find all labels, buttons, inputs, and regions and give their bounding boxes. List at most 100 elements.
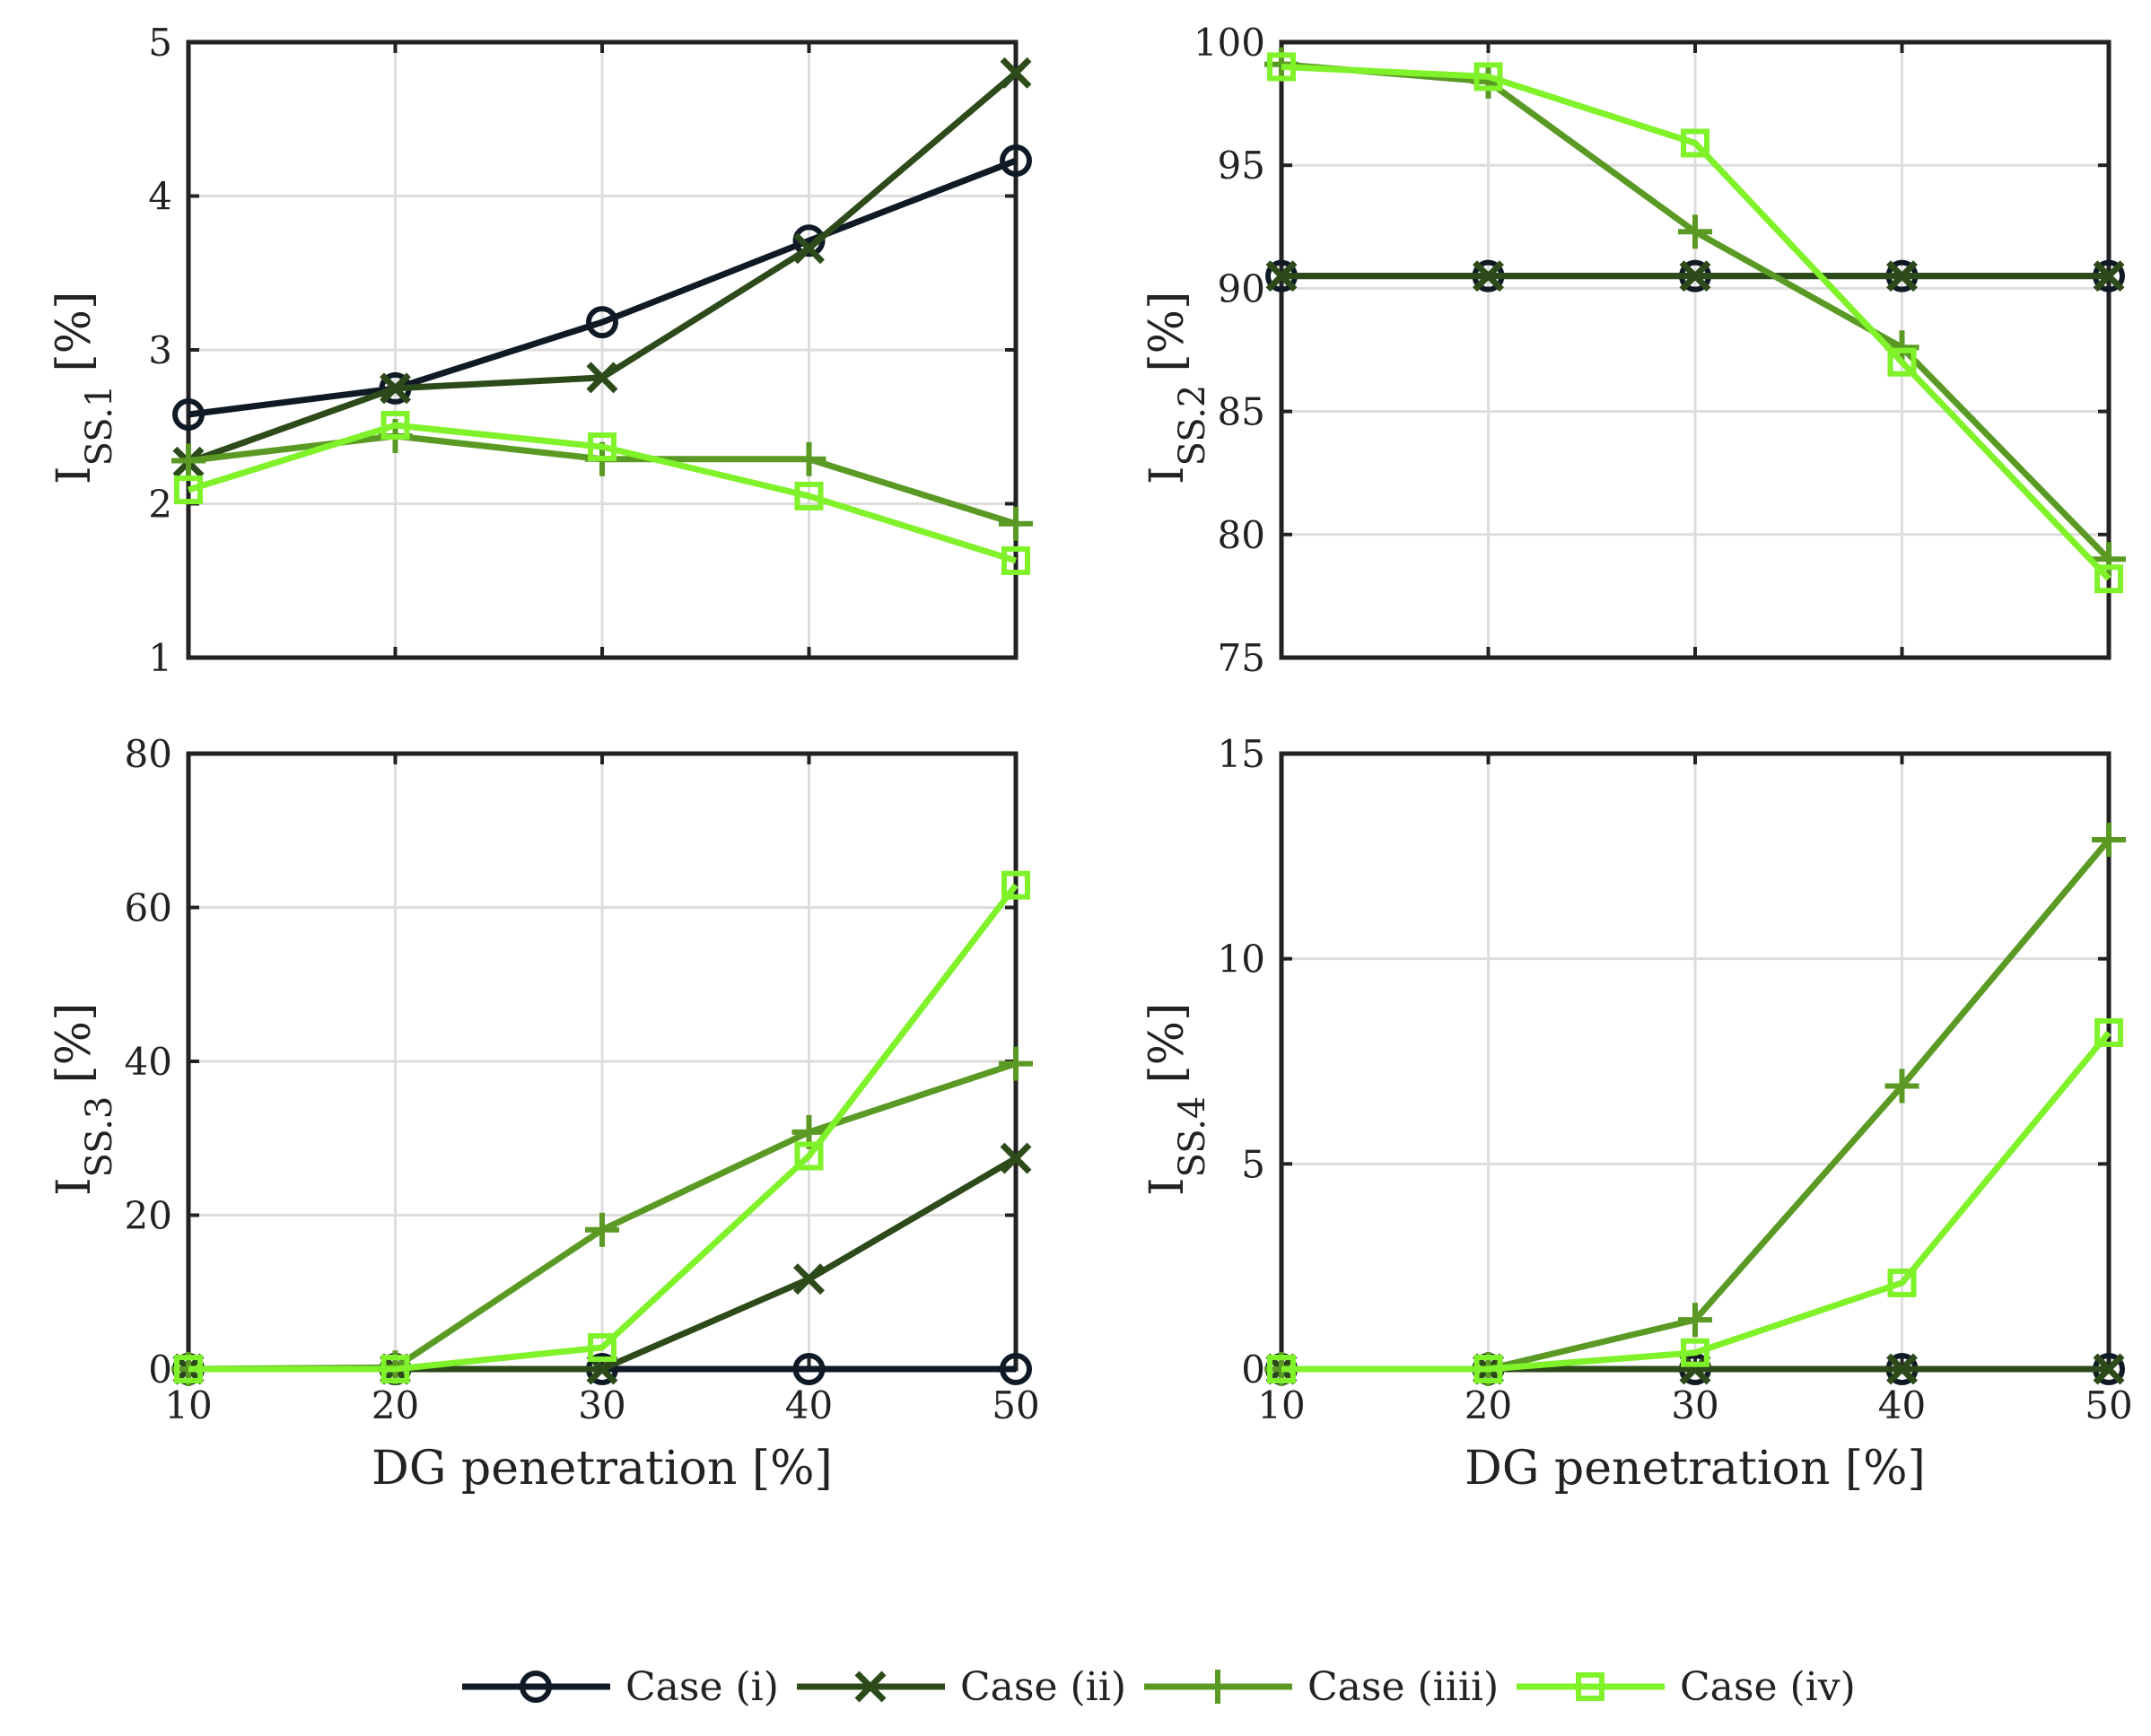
y-axis-label-subscript: SS.1 bbox=[79, 385, 120, 467]
data-point bbox=[1000, 144, 1032, 178]
data-point bbox=[1887, 1268, 1917, 1297]
data-point bbox=[1000, 1142, 1032, 1174]
series-line bbox=[1281, 63, 2112, 581]
x-tick-label: 30 bbox=[1671, 1383, 1718, 1427]
y-axis-label-main: I bbox=[1141, 1177, 1194, 1196]
y-axis-label: ISS.3 [%] bbox=[48, 1003, 120, 1196]
data-point bbox=[999, 1046, 1033, 1081]
x-tick-label: 10 bbox=[1257, 1383, 1305, 1427]
series-1 bbox=[172, 144, 1032, 432]
data-point bbox=[1473, 62, 1503, 92]
legend-label: Case (iiii) bbox=[1307, 1664, 1499, 1710]
data-point bbox=[588, 432, 616, 462]
data-point bbox=[1473, 1355, 1503, 1383]
legend-entry-4: Case (iv) bbox=[1517, 1664, 1856, 1710]
y-tick-label: 100 bbox=[1194, 21, 1265, 65]
series-4 bbox=[174, 411, 1030, 575]
legend-label: Case (ii) bbox=[960, 1664, 1126, 1710]
y-axis-label-unit: [%] bbox=[1141, 1003, 1194, 1084]
y-tick-label: 80 bbox=[125, 732, 172, 776]
y-tick-label: 60 bbox=[125, 886, 172, 930]
data-point bbox=[793, 1263, 825, 1295]
series-2 bbox=[1265, 260, 2125, 292]
y-axis-label-unit: [%] bbox=[48, 292, 101, 372]
data-point bbox=[1678, 1303, 1712, 1338]
data-point bbox=[1886, 260, 1918, 292]
y-axis-label-main: I bbox=[1141, 466, 1194, 484]
legend-label: Case (i) bbox=[625, 1664, 779, 1710]
y-axis-label: ISS.2 [%] bbox=[1141, 292, 1213, 484]
y-tick-label: 90 bbox=[1218, 266, 1265, 310]
data-point bbox=[1678, 214, 1712, 249]
data-point bbox=[586, 362, 618, 394]
y-tick-label: 15 bbox=[1218, 732, 1265, 776]
data-point bbox=[1679, 260, 1711, 292]
y-tick-label: 0 bbox=[148, 1348, 172, 1391]
data-point bbox=[2094, 564, 2123, 594]
y-tick-label: 1 bbox=[148, 636, 172, 680]
data-point bbox=[1267, 1355, 1296, 1383]
series-4 bbox=[1267, 1017, 2123, 1383]
data-point bbox=[1681, 128, 1709, 158]
data-point bbox=[1000, 1353, 1032, 1385]
data-point bbox=[174, 1355, 203, 1383]
data-point bbox=[2093, 1353, 2125, 1385]
x-tick-label: 50 bbox=[992, 1383, 1039, 1427]
x-axis-label: DG penetration [%] bbox=[372, 1442, 833, 1496]
series-line bbox=[188, 883, 1019, 1373]
legend: Case (i) Case (ii) Case (iiii) Case (iv) bbox=[462, 1664, 1856, 1710]
data-point bbox=[792, 1353, 826, 1385]
chart-panel-1: 1 2 3 4 5 ISS.1 [%] bbox=[48, 21, 1033, 680]
data-point bbox=[1001, 870, 1030, 900]
y-axis-label-subscript: SS.3 bbox=[79, 1096, 120, 1178]
legend-marker bbox=[1576, 1672, 1605, 1701]
series-4 bbox=[174, 870, 1030, 1383]
y-tick-label: 40 bbox=[125, 1040, 172, 1084]
data-point bbox=[1886, 1353, 1918, 1385]
data-point bbox=[2092, 823, 2126, 858]
y-tick-label: 20 bbox=[125, 1194, 172, 1238]
y-axis-label-subscript: SS.4 bbox=[1172, 1096, 1213, 1178]
y-axis-label: ISS.4 [%] bbox=[1141, 1003, 1213, 1196]
legend-marker bbox=[520, 1671, 552, 1703]
y-tick-label: 75 bbox=[1218, 636, 1265, 680]
x-tick-label: 40 bbox=[1878, 1383, 1926, 1427]
legend-entry-1: Case (i) bbox=[462, 1664, 779, 1710]
x-tick-label: 50 bbox=[2085, 1383, 2132, 1427]
data-point bbox=[172, 398, 205, 432]
data-point bbox=[2092, 542, 2126, 577]
data-point bbox=[1001, 545, 1030, 575]
x-tick-label: 20 bbox=[372, 1383, 419, 1427]
legend-marker bbox=[1201, 1670, 1235, 1704]
data-point bbox=[171, 443, 205, 478]
grid bbox=[1280, 752, 2111, 1371]
data-point bbox=[174, 475, 203, 505]
y-axis-label-main: I bbox=[48, 1177, 101, 1196]
y-tick-label: 2 bbox=[148, 483, 172, 527]
chart-panel-3: 10 20 30 40 50 0 20 40 60 80 ISS.3 [%] DG penetratio… bbox=[48, 732, 1040, 1496]
grid bbox=[187, 40, 1018, 659]
y-tick-label: 4 bbox=[148, 175, 172, 219]
data-point bbox=[1265, 260, 1298, 292]
data-point bbox=[1473, 260, 1504, 292]
y-axis-label: ISS.1 [%] bbox=[48, 292, 120, 484]
grid bbox=[1280, 40, 2111, 659]
y-tick-label: 85 bbox=[1218, 390, 1265, 434]
data-point bbox=[1267, 52, 1296, 82]
data-point bbox=[2093, 260, 2125, 292]
data-point bbox=[1681, 1338, 1709, 1367]
x-tick-label: 10 bbox=[164, 1383, 212, 1427]
y-tick-label: 0 bbox=[1241, 1348, 1265, 1391]
data-point bbox=[999, 506, 1033, 541]
y-axis-label-unit: [%] bbox=[1141, 292, 1194, 372]
x-tick-label: 30 bbox=[578, 1383, 625, 1427]
series-line bbox=[187, 422, 1018, 564]
data-point bbox=[585, 1212, 619, 1247]
data-point bbox=[791, 441, 826, 476]
y-tick-label: 10 bbox=[1218, 938, 1265, 981]
series-4 bbox=[1267, 52, 2123, 594]
x-axis-label: DG penetration [%] bbox=[1465, 1442, 1926, 1496]
series-2 bbox=[172, 57, 1032, 478]
